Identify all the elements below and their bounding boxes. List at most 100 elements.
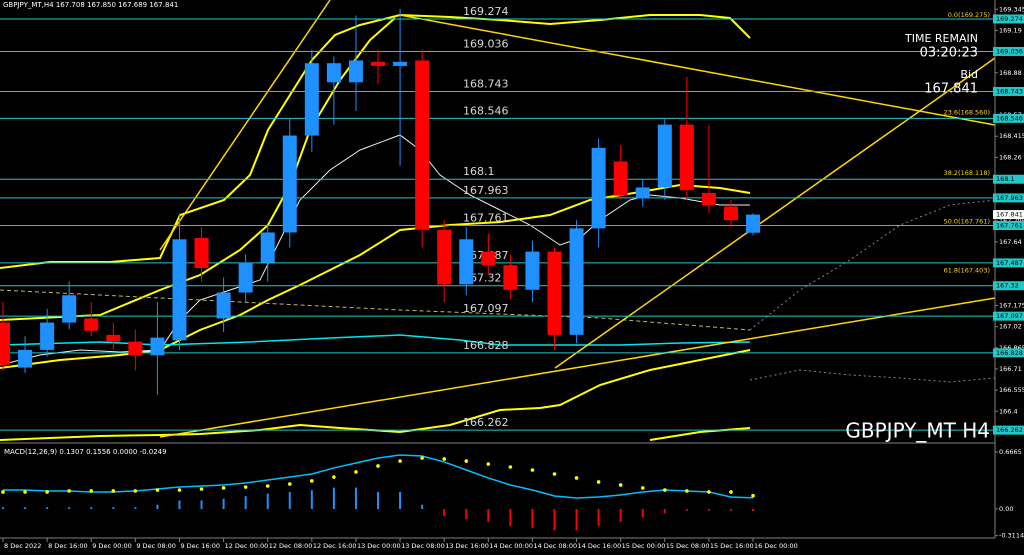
candle-body — [481, 251, 496, 266]
level-tag — [993, 221, 1024, 231]
macd-signal-dot — [265, 484, 270, 488]
macd-signal-dot — [486, 462, 491, 466]
y-tick-label: 166.4 — [999, 407, 1018, 415]
candle-body — [348, 60, 363, 83]
candle-body — [304, 63, 319, 136]
axes: 169.345169.19169.035168.88168.725168.571… — [2, 5, 1024, 550]
candle-body — [40, 322, 55, 350]
candle-body — [415, 60, 430, 230]
candle-body — [84, 318, 99, 331]
fib-label: 23.6(168.560) — [944, 108, 990, 116]
x-tick-label: 15 Dec 08:00 — [666, 542, 710, 550]
macd-histogram-bar — [641, 509, 644, 518]
x-tick-label: 12 Dec 00:00 — [225, 542, 269, 550]
macd-signal-dot — [530, 468, 535, 472]
level-tag — [993, 348, 1024, 358]
x-tick-label: 14 Dec 08:00 — [533, 542, 577, 550]
level-tag-label: 169.036 — [996, 47, 1023, 55]
candle-body — [62, 295, 77, 323]
macd-y-tick-label: -0.3114 — [999, 532, 1024, 540]
candle-body — [194, 237, 209, 268]
macd-signal-dot — [508, 465, 513, 469]
watermark: GBPJPY_MT H4 — [845, 419, 990, 443]
macd-signal-dot — [729, 490, 733, 494]
candle-body — [393, 61, 408, 66]
level-tag-label: 167.32 — [996, 282, 1019, 290]
macd-histogram-bar — [156, 504, 159, 510]
fib-label: 0.0(169.275) — [948, 11, 990, 19]
level-tag — [993, 46, 1024, 56]
candle-body — [150, 337, 165, 356]
level-tag — [993, 113, 1024, 123]
y-tick-label: 169.19 — [999, 26, 1022, 34]
macd-signal-dot — [420, 456, 424, 460]
dashed-average — [0, 289, 751, 331]
y-tick-label: 166.71 — [999, 365, 1022, 373]
candle-body — [547, 251, 562, 335]
macd-signal-dot — [23, 490, 27, 494]
level-tag-label: 169.274 — [996, 15, 1023, 23]
level-label: 167.761 — [463, 212, 509, 225]
level-tag — [993, 86, 1024, 96]
candle-body — [0, 322, 10, 365]
lower-band — [0, 349, 751, 441]
candle-body — [503, 265, 518, 290]
macd-histogram-bar — [354, 487, 357, 510]
level-tag — [993, 258, 1024, 268]
x-tick-label: 13 Dec 00:00 — [357, 542, 401, 550]
fib-label: 50.0(167.761) — [944, 218, 990, 226]
y-tick-label: 166.865 — [999, 344, 1024, 352]
macd-histogram-bar — [134, 507, 137, 510]
x-tick-label: 15 Dec 16:00 — [710, 542, 754, 550]
x-tick-label: 15 Dec 00:00 — [622, 542, 666, 550]
level-label: 168.743 — [463, 77, 509, 90]
candle-body — [701, 192, 716, 206]
level-tag-label: 167.963 — [996, 194, 1023, 202]
x-tick-label: 14 Dec 00:00 — [489, 542, 533, 550]
level-label: 169.036 — [463, 37, 509, 50]
macd-signal-dot — [596, 480, 601, 484]
macd-histogram-bar — [421, 504, 424, 510]
macd-histogram-bar — [24, 507, 27, 510]
candle-body — [238, 262, 253, 293]
y-tick-label: 167.64 — [999, 238, 1022, 246]
time-remain-label: TIME REMAIN — [904, 32, 978, 45]
trend-line — [399, 14, 996, 126]
macd-signal-dot — [442, 457, 447, 461]
macd-histogram-bar — [178, 500, 181, 510]
macd-histogram-bar — [487, 509, 490, 522]
candle-body — [459, 239, 474, 285]
x-tick-label: 8 Dec 16:00 — [48, 542, 88, 550]
x-tick-label: 13 Dec 08:00 — [401, 542, 445, 550]
x-tick-label: 13 Dec 16:00 — [445, 542, 489, 550]
macd-title: MACD(12,26,9) 0.1307 0.1556 0.0000 -0.02… — [4, 448, 167, 456]
candle-body — [172, 239, 187, 341]
bid-tag — [993, 210, 1024, 220]
macd-histogram-bar — [575, 509, 578, 531]
macd-signal-dot — [45, 490, 49, 494]
macd-histogram-bar — [663, 509, 666, 514]
time-remain: 03:20:23 — [920, 46, 978, 61]
level-label: 168.1 — [463, 165, 495, 178]
macd-y-tick-label: 0.6665 — [999, 448, 1022, 456]
macd-signal-dot — [111, 489, 116, 493]
macd-histogram-bar — [288, 491, 291, 510]
level-label: 166.828 — [463, 339, 509, 352]
candle-body — [635, 187, 650, 199]
bid-tag-label: 167.841 — [996, 211, 1023, 219]
y-tick-label: 166.555 — [999, 386, 1024, 394]
macd-main-line — [3, 454, 754, 499]
candle-body — [437, 229, 452, 285]
candle-body — [282, 135, 297, 233]
fib-label: 61.8(167.403) — [944, 266, 990, 274]
level-tag — [993, 281, 1024, 291]
candle-body — [106, 334, 121, 342]
level-tag — [993, 193, 1024, 203]
macd-signal-dot — [67, 489, 71, 493]
macd-y-tick-label: 0.00 — [999, 505, 1013, 513]
macd-signal-dot — [177, 488, 182, 492]
candle-body — [525, 251, 540, 290]
macd-histogram-bar — [443, 509, 446, 516]
macd-signal-dot — [464, 459, 469, 463]
candle-body — [591, 147, 606, 229]
